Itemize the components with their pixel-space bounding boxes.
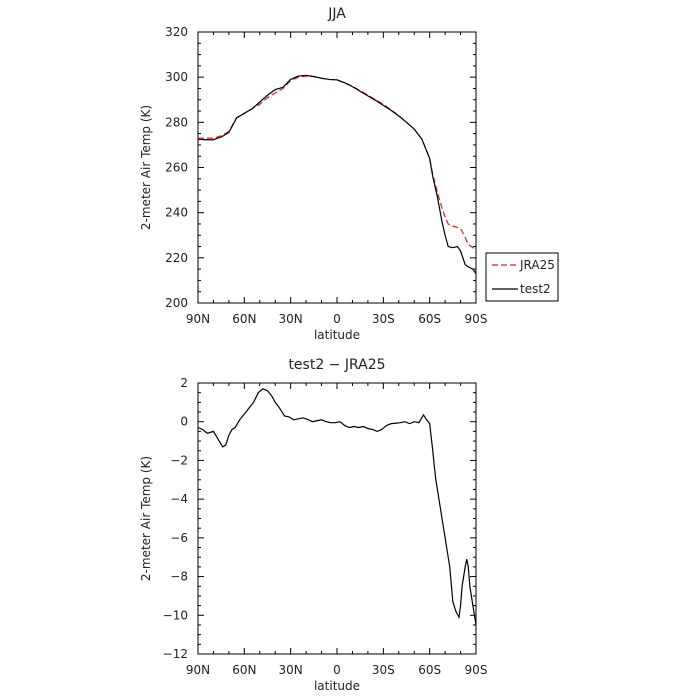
- legend-label-jra25: JRA25: [519, 258, 555, 272]
- plot-frame: [197, 31, 477, 304]
- y-tick-label: −4: [170, 492, 188, 506]
- y-tick-label: 2: [180, 376, 188, 390]
- x-axis-label: latitude: [314, 679, 360, 693]
- y-tick-label: −2: [170, 453, 188, 467]
- y-tick-label: −8: [170, 570, 188, 584]
- x-tick-label: 60N: [232, 663, 256, 677]
- y-tick-label: 320: [165, 25, 188, 39]
- y-tick-label: 240: [165, 206, 188, 220]
- x-tick-label: 90N: [186, 312, 210, 326]
- x-tick-label: 90N: [186, 663, 210, 677]
- x-tick-label: 30S: [372, 663, 395, 677]
- x-tick-label: 30S: [372, 312, 395, 326]
- y-tick-label: 0: [180, 415, 188, 429]
- y-tick-label: 300: [165, 70, 188, 84]
- y-axis-label: 2-meter Air Temp (K): [139, 105, 153, 230]
- x-tick-label: 60S: [418, 312, 441, 326]
- x-tick-label: 90S: [465, 312, 488, 326]
- y-axis-label: 2-meter Air Temp (K): [139, 456, 153, 581]
- plot-frame: [197, 382, 477, 655]
- y-tick-label: 200: [165, 296, 188, 310]
- chart-title: JJA: [327, 6, 346, 22]
- y-tick-label: −6: [170, 531, 188, 545]
- series-line-test2: [198, 74, 476, 274]
- y-tick-label: 280: [165, 115, 188, 129]
- x-tick-label: 0: [333, 312, 341, 326]
- y-tick-label: −10: [163, 608, 188, 622]
- chart-panel-2: test2 − JRA25 −12 −10 −8 −6 −4 −2 0 2 90N 60N 30N 0 3…: [139, 357, 487, 693]
- x-tick-label: 30N: [279, 663, 303, 677]
- y-tick-label: −12: [163, 647, 188, 661]
- x-axis-label: latitude: [314, 328, 360, 342]
- x-tick-label: 90S: [465, 663, 488, 677]
- legend: JRA25 test2: [485, 252, 559, 302]
- y-tick-label: 220: [165, 251, 188, 265]
- x-tick-label: 30N: [279, 312, 303, 326]
- series-line-difference: [198, 388, 476, 626]
- series-line-jra25: [198, 75, 476, 250]
- y-tick-label: 260: [165, 161, 188, 175]
- x-tick-label: 60S: [418, 663, 441, 677]
- x-tick-label: 0: [333, 663, 341, 677]
- x-tick-label: 60N: [232, 312, 256, 326]
- legend-box: [485, 252, 559, 302]
- chart-title: test2 − JRA25: [288, 357, 385, 373]
- legend-label-test2: test2: [520, 282, 551, 296]
- chart-panel-1: JJA 200 220 240 260 280 300 320 90N 60N 30N 0 30S 60S…: [139, 6, 559, 342]
